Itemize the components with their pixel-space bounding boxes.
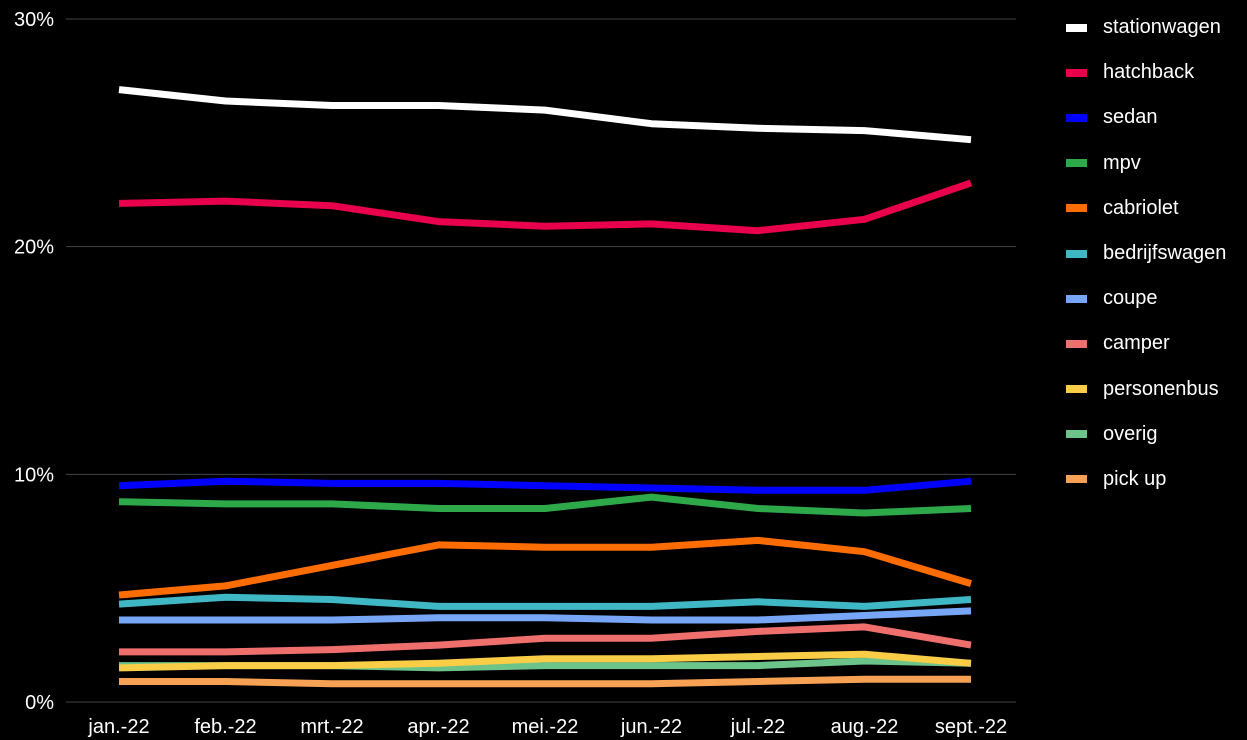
series-line-coupe [119,607,972,624]
y-axis-ticks: 0% 10% 20% 30% [14,9,54,714]
series-line-pick-up [119,675,971,688]
legend-item: camper [1066,321,1226,366]
legend-label: hatchback [1103,61,1195,84]
x-tick-label: mei.-22 [512,716,579,738]
legend-item: sedan [1066,95,1226,140]
legend-label: cabriolet [1103,196,1179,219]
y-tick-label: 20% [14,237,54,259]
legend-label: sedan [1103,106,1158,129]
legend-item: overig [1066,412,1226,457]
y-tick-label: 30% [14,9,54,31]
legend-swatch [1066,385,1087,394]
x-tick-label: mrt.-22 [300,716,363,738]
x-tick-label: apr.-22 [407,716,469,738]
legend-label: mpv [1103,151,1141,174]
legend-swatch [1066,339,1087,348]
legend-swatch [1066,430,1087,439]
legend-label: pick up [1103,467,1167,490]
legend-swatch [1066,113,1087,122]
legend-label: stationwagen [1103,16,1221,39]
legend-label: camper [1103,332,1170,355]
legend-swatch [1066,204,1087,213]
y-tick-label: 10% [14,464,54,486]
legend-swatch [1066,294,1087,303]
legend-item: stationwagen [1066,5,1226,50]
x-tick-label: sept.-22 [935,716,1007,738]
legend-label: personenbus [1103,377,1219,400]
series-line-camper [119,623,972,656]
legend: stationwagen hatchback sedan mpv cabriolet be… [1066,5,1226,502]
legend-swatch [1066,475,1087,484]
series-line-cabriolet [118,536,973,599]
x-tick-label: jun.-22 [620,716,682,738]
legend-item: hatchback [1066,50,1226,95]
x-tick-label: feb.-22 [194,716,256,738]
series-line-bedrijfswagen [118,593,972,610]
legend-label: overig [1103,422,1158,445]
x-tick-label: jan.-22 [87,716,149,738]
x-tick-label: aug.-22 [831,716,899,738]
x-axis-ticks: jan.-22 feb.-22 mrt.-22 apr.-22 mei.-22 jun.-… [87,716,1007,738]
legend-label: coupe [1103,287,1158,310]
legend-item: mpv [1066,141,1226,186]
series-line-personenbus [118,650,972,672]
legend-swatch [1066,249,1087,258]
legend-swatch [1066,68,1087,77]
legend-swatch [1066,23,1087,32]
legend-item: pick up [1066,457,1226,502]
legend-swatch [1066,159,1087,168]
legend-label: bedrijfswagen [1103,242,1227,265]
series-lines [118,86,973,688]
series-line-stationwagen [118,86,972,144]
x-tick-label: jul.-22 [730,716,785,738]
y-tick-label: 0% [25,692,54,714]
series-line-hatchback [118,179,973,235]
legend-item: personenbus [1066,367,1226,412]
gridlines [66,18,1016,703]
legend-item: cabriolet [1066,186,1226,231]
series-line-mpv [118,493,972,517]
legend-item: bedrijfswagen [1066,231,1226,276]
series-line-sedan [118,477,972,494]
legend-item: coupe [1066,276,1226,321]
